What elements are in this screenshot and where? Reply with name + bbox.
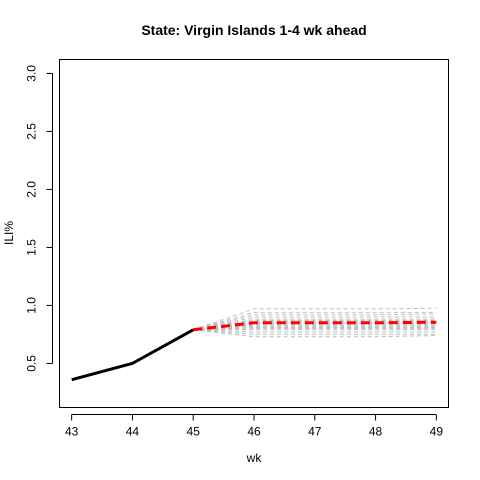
- x-tick-label-46: 46: [247, 425, 261, 439]
- ensemble-line-2: [193, 311, 437, 331]
- ensemble-line-1: [193, 307, 437, 331]
- ensemble-line-15: [193, 329, 437, 333]
- y-tick-label-3: 2.0: [25, 181, 39, 198]
- ensemble-line-3: [193, 313, 437, 331]
- x-tick-label-49: 49: [430, 425, 444, 439]
- axes: 43 44 45 46 47 48 49 0.5 1.0 1.5 2.0 2.5 3.0: [25, 65, 444, 439]
- x-tick-label-45: 45: [187, 425, 201, 439]
- ensemble-lines: [193, 307, 437, 338]
- ensemble-line-11: [193, 325, 437, 331]
- chart-title: State: Virgin Islands 1-4 wk ahead: [141, 22, 366, 38]
- observed-line: [71, 328, 194, 382]
- x-tick-label-44: 44: [126, 425, 140, 439]
- ensemble-line-5: [193, 318, 437, 331]
- ensemble-line-13: [193, 328, 437, 331]
- ensemble-line-4: [193, 316, 437, 331]
- ensemble-line-12: [193, 327, 437, 331]
- y-tick-label-5: 3.0: [25, 65, 39, 82]
- y-tick-label-1: 1.0: [25, 297, 39, 314]
- y-tick-label-4: 2.5: [25, 123, 39, 140]
- x-axis-label: wk: [246, 451, 263, 465]
- ensemble-line-17: [193, 329, 437, 338]
- ensemble-line-9: [193, 323, 437, 331]
- series-lines: [71, 320, 437, 382]
- ensemble-line-10: [193, 324, 437, 331]
- plot-border: [59, 59, 449, 408]
- ensemble-line-6: [193, 320, 437, 331]
- y-tick-label-0: 0.5: [25, 355, 39, 372]
- forecast_mean-line: [193, 320, 437, 332]
- y-tick-label-2: 1.5: [25, 239, 39, 256]
- ensemble-line-16: [193, 329, 437, 335]
- x-tick-label-43: 43: [65, 425, 79, 439]
- x-tick-label-47: 47: [308, 425, 322, 439]
- y-axis-label: ILI%: [2, 221, 16, 245]
- x-tick-label-48: 48: [369, 425, 383, 439]
